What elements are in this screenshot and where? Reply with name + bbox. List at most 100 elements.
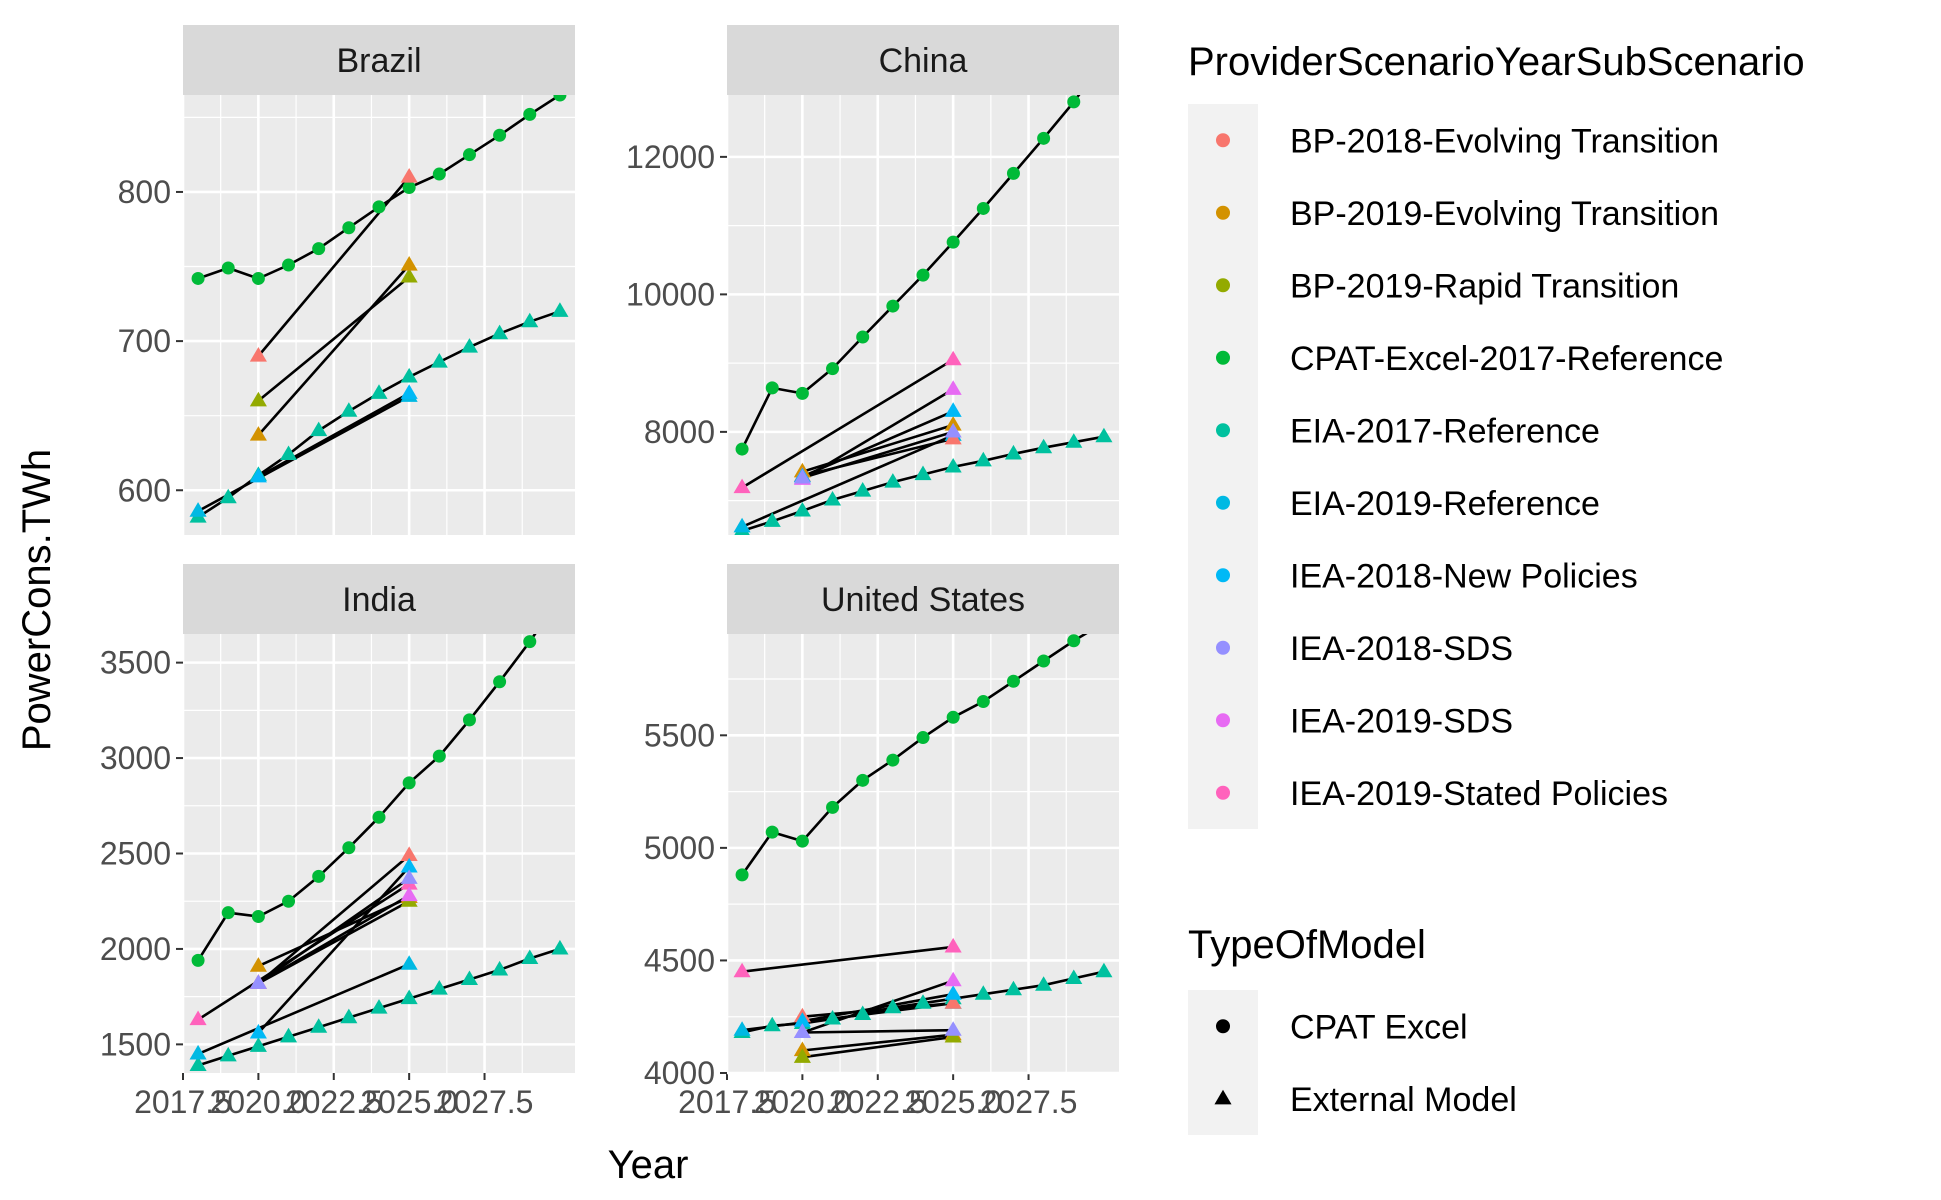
data-layer-united-states xyxy=(733,634,1113,1063)
data-point-eia-2017-reference xyxy=(884,998,902,1014)
data-point-eia-2017-reference xyxy=(340,1008,358,1024)
data-point-bp-2019-evolving-transition xyxy=(249,957,267,972)
data-point-cpat-excel-2017-reference xyxy=(916,731,930,745)
y-tick-label: 600 xyxy=(118,472,171,508)
series-line-bp-2019-rapid-transition xyxy=(802,1035,954,1059)
x-tick-label: 2027.5 xyxy=(436,1084,534,1120)
data-point-cpat-excel-2017-reference xyxy=(976,201,990,215)
data-point-cpat-excel-2017-reference xyxy=(795,834,809,848)
data-point-eia-2017-reference xyxy=(914,465,932,481)
y-tick-label: 2000 xyxy=(100,931,171,967)
data-point-iea-2018-new-policies xyxy=(944,402,962,417)
data-point-cpat-excel-2017-reference xyxy=(856,330,870,344)
data-layer-china xyxy=(733,95,1113,535)
data-point-eia-2017-reference xyxy=(854,482,872,497)
data-point-iea-2019-sds xyxy=(944,380,962,395)
data-point-iea-2018-sds xyxy=(944,1021,962,1036)
data-point-iea-2018-sds xyxy=(793,1023,811,1039)
data-point-eia-2017-reference xyxy=(521,949,539,965)
data-point-eia-2017-reference xyxy=(219,488,237,504)
data-point-eia-2017-reference xyxy=(1065,969,1083,985)
panel-china: China 8000 10000 12000 xyxy=(626,25,1119,535)
data-layer-india xyxy=(189,634,569,1071)
data-point-eia-2017-reference xyxy=(1035,976,1053,991)
data-point-cpat-excel-2017-reference xyxy=(493,128,507,142)
data-point-eia-2017-reference xyxy=(460,338,479,353)
data-point-cpat-excel-2017-reference xyxy=(826,800,840,814)
data-point-eia-2017-reference xyxy=(1095,427,1113,443)
data-point-eia-2019-reference xyxy=(733,517,751,533)
x-tick-label: 2025.0 xyxy=(904,1084,1002,1120)
data-point-cpat-excel-2017-reference xyxy=(916,268,930,282)
data-point-cpat-excel-2017-reference xyxy=(462,148,476,162)
data-point-bp-2018-evolving-transition xyxy=(400,168,418,183)
data-point-eia-2017-reference xyxy=(944,457,962,473)
data-point-eia-2017-reference xyxy=(460,970,479,986)
legend-key-cpat-excel-2017-reference xyxy=(1216,350,1230,365)
data-point-eia-2017-reference xyxy=(310,1018,328,1033)
data-point-cpat-excel-2017-reference xyxy=(432,167,446,181)
panel-background-china xyxy=(727,95,1119,535)
data-point-eia-2017-reference xyxy=(1095,962,1113,978)
data-point-eia-2017-reference xyxy=(551,302,569,317)
data-point-eia-2019-reference xyxy=(733,1021,751,1036)
y-tick-label: 12000 xyxy=(626,139,715,175)
data-point-cpat-excel-2017-reference xyxy=(191,953,205,967)
panel-background-brazil xyxy=(183,95,575,535)
panels-layer: Brazil 600 700 800 China 8000 10000 12000 India 2… xyxy=(100,25,1119,1120)
y-tick-label: 1500 xyxy=(100,1026,171,1062)
data-point-eia-2019-reference xyxy=(189,502,207,517)
series-line-bp-2018-evolving-transition xyxy=(257,854,411,985)
data-point-bp-2019-rapid-transition xyxy=(249,391,267,407)
data-point-iea-2018-sds xyxy=(944,422,962,438)
data-point-cpat-excel-2017-reference xyxy=(976,695,990,709)
series-line-iea-2019-sds xyxy=(801,388,954,481)
y-tick-label: 5000 xyxy=(644,830,715,866)
data-point-cpat-excel-2017-reference xyxy=(795,386,809,400)
data-point-cpat-excel-2017-reference xyxy=(282,894,296,908)
data-point-iea-2019-stated-policies xyxy=(733,962,751,978)
series-line-iea-2019-sds xyxy=(257,894,410,985)
legend-label-external-model: External Model xyxy=(1290,1081,1517,1119)
data-point-bp-2019-evolving-transition xyxy=(249,426,267,441)
data-point-cpat-excel-2017-reference xyxy=(342,841,356,855)
series-line-iea-2018-new-policies xyxy=(257,392,410,478)
data-point-eia-2017-reference xyxy=(823,1009,842,1025)
data-point-eia-2017-reference xyxy=(370,999,388,1014)
data-point-cpat-excel-2017-reference xyxy=(1006,674,1020,688)
data-point-eia-2017-reference xyxy=(430,980,448,995)
data-point-eia-2017-reference xyxy=(400,989,418,1005)
data-point-cpat-excel-2017-reference xyxy=(523,107,537,121)
data-point-cpat-excel-2017-reference xyxy=(1067,95,1081,109)
x-axis-title: Year xyxy=(608,1143,689,1187)
color-legend-title: ProviderScenarioYearSubScenario xyxy=(1188,40,1805,84)
series-line-eia-2019-reference xyxy=(197,395,410,513)
legend-key-bp-2019-rapid-transition xyxy=(1216,278,1230,293)
data-point-cpat-excel-2017-reference xyxy=(342,221,356,235)
data-point-iea-2019-stated-policies xyxy=(944,350,962,366)
data-point-cpat-excel-2017-reference xyxy=(946,235,960,249)
y-tick-label: 2500 xyxy=(100,836,171,872)
facet-strip-india xyxy=(183,564,575,634)
data-point-eia-2017-reference xyxy=(521,312,539,328)
data-point-iea-2019-sds xyxy=(400,886,418,902)
data-point-eia-2017-reference xyxy=(974,985,992,1000)
data-layer-brazil xyxy=(189,95,569,523)
data-point-iea-2019-stated-policies xyxy=(733,478,751,494)
legend-key-external-model xyxy=(1214,1089,1232,1105)
legend-label-iea-2019-sds: IEA-2019-SDS xyxy=(1290,702,1513,740)
shape-legend-key-background xyxy=(1188,990,1258,1135)
data-point-bp-2018-evolving-transition xyxy=(944,994,962,1009)
data-point-eia-2017-reference xyxy=(823,490,842,506)
data-point-bp-2019-rapid-transition xyxy=(400,267,418,283)
legend: ProviderScenarioYearSubScenario TypeOfMo… xyxy=(1188,40,1805,1135)
facet-title-united-states: United States xyxy=(821,581,1025,619)
x-tick-label: 2022.5 xyxy=(285,1084,383,1120)
facet-title-india: India xyxy=(342,581,416,619)
data-point-cpat-excel-2017-reference xyxy=(1006,166,1020,180)
data-point-eia-2019-reference xyxy=(400,955,418,970)
data-point-cpat-excel-2017-reference xyxy=(886,299,900,313)
data-point-iea-2018-sds xyxy=(249,974,267,989)
data-point-eia-2017-reference xyxy=(340,402,358,417)
